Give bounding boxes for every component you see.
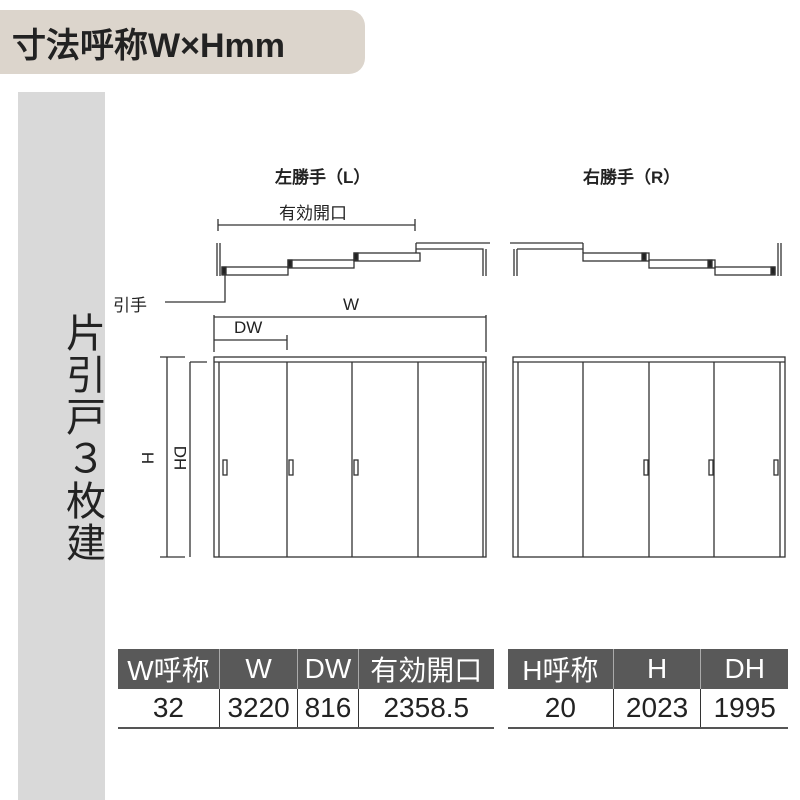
- dw-label: DW: [234, 318, 263, 337]
- header-dw: DW: [297, 649, 359, 689]
- cell-w: 3220: [218, 689, 298, 729]
- left-hand-title: 左勝手（L）: [275, 168, 371, 187]
- elevation-left: [213, 356, 487, 558]
- dw-dimension-line: [214, 335, 288, 350]
- h-dimension-line: [160, 356, 185, 558]
- header-w: W: [218, 649, 298, 689]
- cell-dw: 816: [297, 689, 359, 729]
- w-dimension-line: [213, 315, 487, 352]
- dh-dimension-line: [189, 361, 207, 557]
- page-title: 寸法呼称W×Hmm: [12, 26, 285, 65]
- elevation-right: [512, 356, 786, 558]
- door-type-label: 片引戸３枚建: [60, 312, 104, 564]
- h-label: H: [138, 451, 158, 465]
- cell-h-nominal: 20: [508, 689, 614, 729]
- cell-h: 2023: [612, 689, 701, 729]
- w-label: W: [343, 295, 360, 314]
- cell-dh: 1995: [700, 689, 788, 729]
- sidebar-panel: 片引戸３枚建: [18, 92, 105, 800]
- header-h-nominal: H呼称: [508, 649, 614, 689]
- width-spec-table: W呼称 W DW 有効開口 32 3220 816 2358.5: [118, 649, 494, 729]
- height-spec-table: H呼称 H DH 20 2023 1995: [508, 649, 788, 729]
- header-dh: DH: [700, 649, 788, 689]
- right-hand-title: 右勝手（R）: [583, 168, 681, 187]
- plan-view-right: [510, 242, 782, 276]
- title-banner: 寸法呼称W×Hmm: [0, 10, 365, 74]
- dh-label: DH: [170, 445, 190, 471]
- cell-effective-opening: 2358.5: [357, 689, 494, 729]
- effective-opening-label: 有効開口: [279, 204, 347, 223]
- handle-label: 引手: [113, 296, 147, 315]
- cell-w-nominal: 32: [118, 689, 220, 729]
- header-w-nominal: W呼称: [118, 649, 220, 689]
- plan-view-left: [165, 219, 490, 303]
- header-effective-opening: 有効開口: [357, 649, 494, 689]
- header-h: H: [612, 649, 701, 689]
